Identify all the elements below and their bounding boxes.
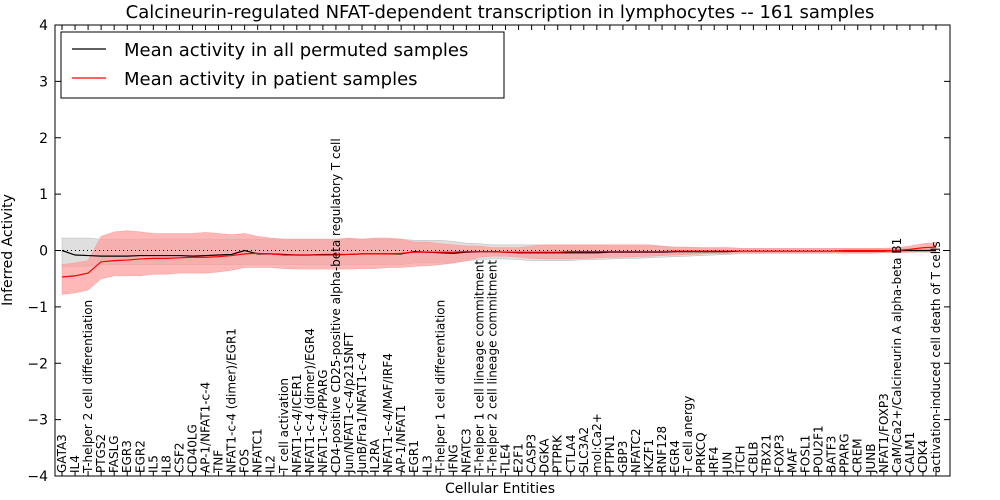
x-tick-label: NFATC2 [629, 428, 643, 473]
x-tick-label: mol:Ca2+ [590, 413, 604, 473]
x-tick-label: PRKCQ [694, 432, 708, 473]
x-tick-label: NFAT1/FOXP3 [877, 393, 891, 473]
x-tick-label: EGR1 [407, 440, 421, 473]
y-tick-label: 1 [39, 187, 48, 203]
x-tick-label: IKZF1 [642, 439, 656, 473]
x-tick-label: FOSL1 [799, 435, 813, 473]
x-tick-label: CDK4 [916, 440, 930, 473]
x-tick-label: PTGS2 [94, 434, 108, 473]
x-tick-label: CaM/Ca2+/Calcineurin A alpha-beta B1 [890, 238, 904, 473]
y-tick-label: 0 [39, 244, 48, 260]
x-tick-label: IL4 [68, 455, 82, 473]
y-tick-label: 2 [39, 131, 48, 147]
x-tick-label: EGR4 [668, 440, 682, 473]
x-tick-label: GATA3 [55, 434, 69, 473]
x-tick-label: JunB/Fra1/NFAT1-c-4 [355, 352, 369, 474]
y-tick-label: −4 [27, 469, 48, 485]
x-tick-label: IL2 [264, 455, 278, 473]
x-tick-label: T-helper 1 cell lineage commitment [472, 260, 486, 474]
x-tick-label: CASP3 [525, 434, 539, 473]
x-tick-label: GBP3 [616, 441, 630, 473]
legend-box [60, 31, 505, 99]
x-tick-label: PTPN1 [603, 435, 617, 473]
x-tick-label: TNF [212, 450, 226, 474]
plot-frame [54, 24, 951, 477]
y-tick-label: −1 [27, 300, 48, 316]
x-tick-label: BATF3 [825, 436, 839, 473]
x-tick-label: T-helper 1 cell differentiation [433, 300, 447, 474]
x-tick-label: NFAT1-c-4/MAF/IRF4 [381, 353, 395, 473]
x-tick-label: CTLA4 [564, 434, 578, 473]
x-tick-label: NFATC3 [459, 428, 473, 473]
x-tick-label: JUNB [864, 443, 878, 474]
x-tick-label: NFAT1-c-4 (dimer)/EGR1 [225, 328, 239, 473]
x-tick-label: T cell anergy [681, 396, 695, 474]
legend: Mean activity in all permuted samples Me… [60, 31, 505, 99]
legend-label-patient: Mean activity in patient samples [124, 69, 418, 90]
x-tick-label: activation-induced cell death of T cells [929, 241, 943, 473]
x-tick-label: TBX21 [759, 434, 773, 474]
x-tick-label: TLE4 [499, 444, 513, 474]
x-tick-label: CD4-positive CD25-positive alpha-beta re… [329, 138, 343, 473]
x-tick-label: SLC3A2 [577, 427, 591, 473]
x-tick-label: FOXP3 [772, 434, 786, 473]
x-tick-label: PTPRK [551, 434, 565, 473]
y-tick-label: 4 [39, 18, 48, 34]
chart-title: Calcineurin-regulated NFAT-dependent tra… [126, 2, 875, 23]
x-tick-label: CBLB [746, 441, 760, 473]
y-axis-label: Inferred Activity [0, 194, 16, 306]
x-tick-label: Jun/NFAT1-c-4/p21SNFT [342, 332, 356, 474]
x-tick-label: CREM [851, 438, 865, 473]
x-tick-label: NFAT1-c-4/PPARG [316, 369, 330, 473]
x-tick-label: ITCH [733, 445, 747, 473]
x-tick-label: DGKA [538, 438, 552, 473]
x-tick-label: T cell activation [277, 378, 291, 474]
x-tick-label: POU2F1 [812, 425, 826, 473]
y-tick-label: 3 [39, 74, 48, 90]
patient-confidence-band [61, 230, 937, 295]
patient-mean-line [61, 246, 937, 278]
x-tick-label: IRF4 [707, 447, 721, 473]
x-tick-label: IFNG [446, 444, 460, 473]
x-tick-label: T-helper 2 cell lineage commitment [485, 260, 499, 474]
x-tick-label: EGR3 [120, 440, 134, 473]
x-tick-label: NFAT1-c-4/ICER1 [290, 374, 304, 473]
x-tick-label: AP-1/NFAT1-c-4 [198, 382, 212, 473]
x-tick-label: FASLG [107, 435, 121, 473]
x-tick-label: IL5 [146, 455, 160, 473]
x-tick-label: RNF128 [655, 426, 669, 473]
x-tick-label: MAF [786, 447, 800, 473]
x-tick-label: IL3 [420, 455, 434, 473]
x-tick-label: JUN [720, 452, 734, 474]
x-tick-label: CD40LG [185, 424, 199, 473]
x-tick-label: NFATC1 [251, 428, 265, 473]
y-tick-label: −2 [27, 356, 48, 372]
series-lines [61, 246, 937, 278]
x-tick-label: E2F1 [512, 443, 526, 473]
x-tick-label: PPARG [838, 433, 852, 473]
x-tick-label: FOS [238, 449, 252, 473]
x-tick-label: CSF2 [172, 442, 186, 473]
x-tick-label: AP-1/NFAT1 [394, 405, 408, 473]
x-tick-label: EGR2 [133, 440, 147, 473]
x-tick-label: T-helper 2 cell differentiation [81, 300, 95, 474]
x-tick-label: NFAT1-c-4 (dimer)/EGR4 [303, 328, 317, 473]
x-tick-label: IL8 [159, 455, 173, 473]
x-axis-ticks: GATA3 IL4 T-helper 2 cell differentiation P… [55, 25, 943, 476]
y-tick-label: −3 [27, 413, 48, 429]
x-tick-label: IL2RA [368, 438, 382, 473]
x-axis-label: Cellular Entities [445, 481, 555, 497]
legend-label-permuted: Mean activity in all permuted samples [124, 40, 468, 61]
x-tick-label: CALM1 [903, 432, 917, 473]
